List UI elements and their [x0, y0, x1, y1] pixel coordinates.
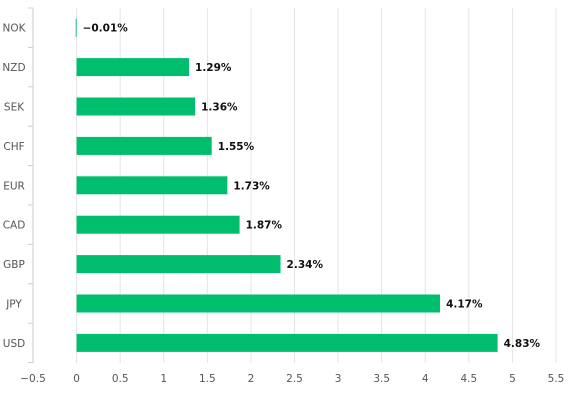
- category-label: JPY: [5, 299, 22, 311]
- category-label: CHF: [3, 141, 24, 153]
- x-tick-label: 4: [422, 373, 429, 385]
- bar-series: [75, 18, 498, 352]
- data-label: 4.17%: [446, 299, 483, 311]
- bar-chf: [76, 136, 212, 155]
- x-tick-label: −0.5: [20, 373, 46, 385]
- data-label: −0.01%: [83, 23, 129, 35]
- bar-eur: [76, 176, 228, 195]
- x-tick-label: 5.5: [548, 373, 565, 385]
- category-label: EUR: [3, 180, 25, 192]
- category-label: NOK: [2, 23, 26, 35]
- data-label: 2.34%: [287, 259, 324, 271]
- category-label: GBP: [3, 259, 25, 271]
- category-label: USD: [3, 338, 25, 350]
- category-label: CAD: [3, 220, 26, 232]
- x-tick-label: 3.5: [373, 373, 390, 385]
- bar-gbp: [76, 255, 281, 274]
- bar-nok: [75, 18, 77, 37]
- x-tick-label: 0: [73, 373, 80, 385]
- x-tick-label: 4.5: [460, 373, 477, 385]
- x-tick-label: 0.5: [112, 373, 129, 385]
- data-label: 1.87%: [246, 220, 283, 232]
- x-tick-label: 1.5: [199, 373, 216, 385]
- bar-nzd: [76, 58, 190, 77]
- x-tick-label: 2: [248, 373, 255, 385]
- x-tick-label: 5: [509, 373, 516, 385]
- data-label: 1.73%: [233, 180, 270, 192]
- data-labels: −0.01% 1.29% 1.36% 1.55% 1.73% 1.87% 2.34% 4.17…: [83, 23, 541, 350]
- category-label: NZD: [2, 62, 25, 74]
- category-labels: NOK NZD SEK CHF EUR CAD GBP JPY USD: [2, 23, 26, 350]
- bar-sek: [76, 97, 196, 116]
- chart-axes: [28, 7, 34, 364]
- bar-usd: [76, 333, 498, 352]
- bar-cad: [76, 215, 240, 234]
- bar-jpy: [76, 294, 441, 313]
- data-label: 1.55%: [218, 141, 255, 153]
- category-label: SEK: [4, 102, 25, 114]
- x-tick-label: 3: [335, 373, 342, 385]
- data-label: 1.29%: [195, 62, 232, 74]
- data-label: 1.36%: [201, 102, 238, 114]
- x-tick-label: 2.5: [286, 373, 303, 385]
- data-label: 4.83%: [504, 338, 541, 350]
- x-tick-label: 1: [160, 373, 167, 385]
- x-axis-ticks: −0.5 0 0.5 1 1.5 2 2.5 3 3.5 4 4.5 5 5.5: [20, 373, 564, 385]
